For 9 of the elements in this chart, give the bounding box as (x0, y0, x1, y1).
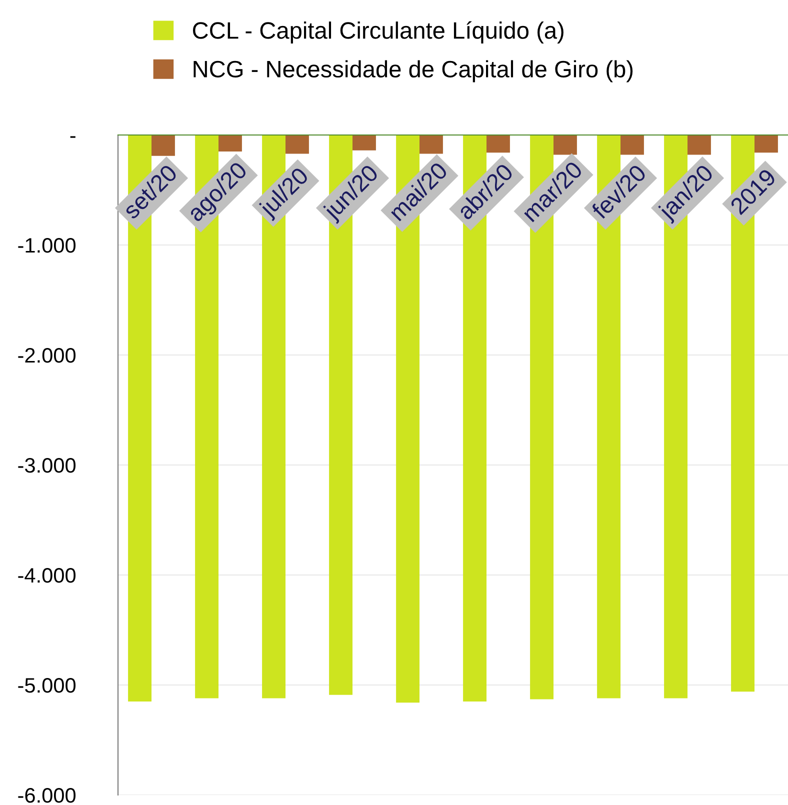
y-tick-label: -1.000 (18, 238, 76, 253)
y-tick-label: - (70, 136, 76, 138)
y-tick-label: -6.000 (18, 788, 76, 803)
y-tick-label: -2.000 (18, 348, 76, 363)
legend-label: NCG - Necessidade de Capital de Giro (b) (194, 60, 633, 82)
y-tick-label: -4.000 (18, 568, 76, 583)
y-tick-label: -5.000 (18, 678, 76, 693)
y-tick-label: -3.000 (18, 458, 76, 473)
legend-label: CCL - Capital Circulante Líquido (a) (192, 21, 564, 44)
